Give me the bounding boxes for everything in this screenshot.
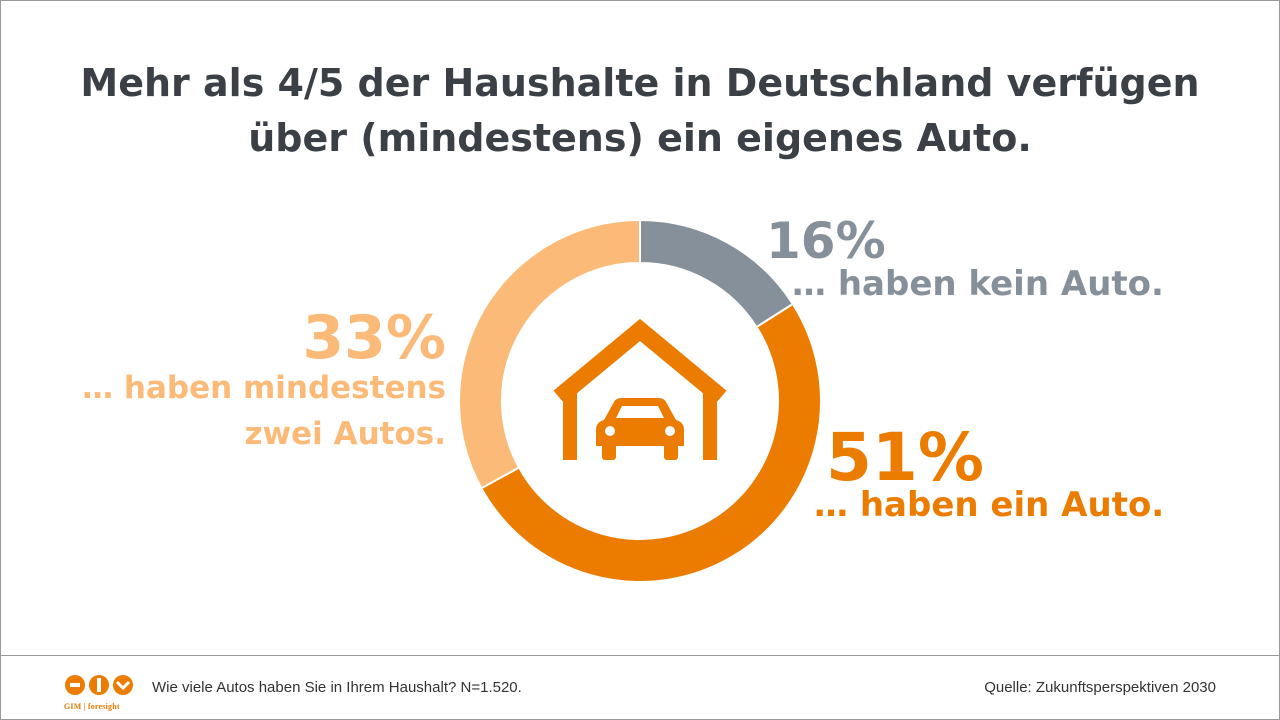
slice-label-one: … haben ein Auto. — [814, 485, 1164, 525]
page-title: Mehr als 4/5 der Haushalte in Deutschlan… — [40, 56, 1240, 166]
title-line-2: über (mindestens) ein eigenes Auto. — [248, 116, 1032, 160]
slice-one — [480, 302, 822, 583]
slice-label-none: … haben kein Auto. — [792, 264, 1164, 304]
slice-value-two: 33% — [302, 303, 446, 373]
survey-question: Wie viele Autos haben Sie in Ihrem Haush… — [152, 679, 522, 696]
source-note: Quelle: Zukunftsperspektiven 2030 — [984, 679, 1216, 696]
donut-slices — [458, 218, 822, 583]
gim-logo-icon — [65, 675, 133, 695]
footer-divider — [0, 655, 1280, 656]
slice-value-none: 16% — [766, 212, 886, 270]
title-line-1: Mehr als 4/5 der Haushalte in Deutschlan… — [80, 61, 1200, 105]
slice-value-one: 51% — [826, 419, 984, 496]
slice-label-two-line1: … haben mindestens — [82, 370, 446, 406]
garage-car-icon — [553, 318, 727, 460]
slice-label-two-line2: zwei Autos. — [244, 416, 446, 452]
slice-two — [458, 218, 641, 490]
logo-text: GIM | foresight — [64, 702, 120, 711]
